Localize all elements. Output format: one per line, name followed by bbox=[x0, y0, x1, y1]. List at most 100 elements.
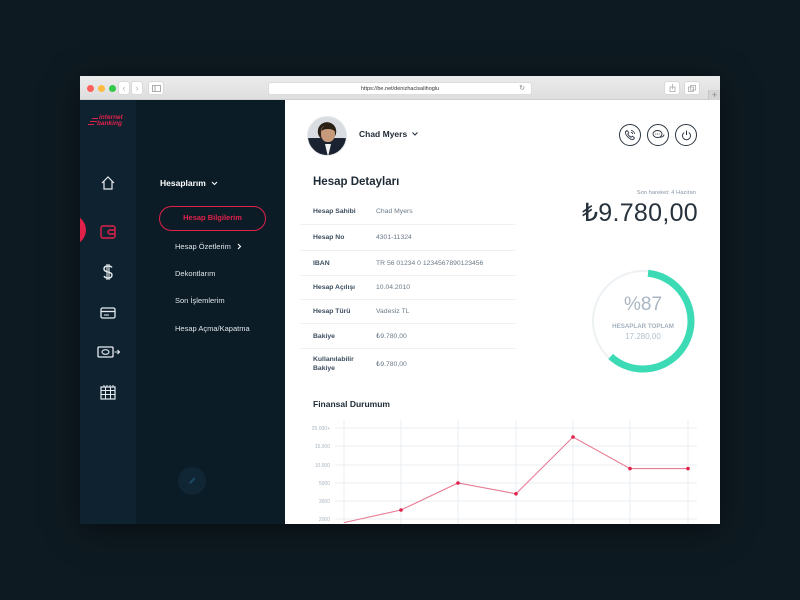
share-button[interactable] bbox=[664, 81, 680, 95]
donut-ring bbox=[591, 269, 695, 373]
detail-label: Bakiye bbox=[313, 332, 335, 340]
tabs-icon bbox=[688, 84, 696, 92]
address-bar[interactable]: https://be.net/denizhacisalihoglu ↻ bbox=[268, 82, 532, 95]
donut-percent: %87 bbox=[623, 294, 663, 315]
balance-amount: ₺9.780,00 bbox=[582, 199, 698, 227]
close-window-button[interactable] bbox=[87, 85, 94, 92]
donut-label: HESAPLAR TOPLAM bbox=[612, 323, 674, 330]
share-icon bbox=[669, 84, 675, 92]
submenu-item-hesap-acma-kapatma[interactable]: Hesap Açma/Kapatma bbox=[175, 324, 250, 333]
donut-total: 17.280,00 bbox=[625, 332, 661, 341]
data-point[interactable] bbox=[514, 492, 518, 496]
detail-value: Chad Myers bbox=[376, 207, 413, 215]
y-tick-label: 25.000+ bbox=[312, 426, 330, 432]
back-button[interactable]: ‹ bbox=[118, 81, 130, 95]
detail-value: ₺9.780,00 bbox=[376, 333, 407, 340]
detail-value: TR 56 01234 0 1234567890123456 bbox=[376, 259, 484, 267]
chat-icon bbox=[652, 130, 664, 138]
detail-row: Hesap No 4301-11324 bbox=[300, 225, 515, 251]
detail-value: ₺9.780,00 bbox=[376, 360, 407, 368]
submenu: Hesaplarım Hesap Bilgilerim Hesap Özetle… bbox=[136, 100, 285, 524]
y-tick-label: 2000 bbox=[319, 517, 330, 523]
detail-value: 10.04.2010 bbox=[376, 284, 411, 291]
user-menu[interactable]: Chad Myers bbox=[359, 129, 419, 139]
reload-icon[interactable]: ↻ bbox=[519, 85, 525, 92]
logo[interactable]: internet banking bbox=[88, 114, 134, 133]
money-transfer-icon bbox=[97, 346, 121, 358]
icon-rail: internet banking bbox=[80, 100, 136, 524]
new-tab-button[interactable]: + bbox=[708, 90, 720, 101]
data-point[interactable] bbox=[628, 466, 632, 471]
y-tick-label: 10.000 bbox=[315, 463, 331, 469]
phone-icon bbox=[624, 129, 636, 141]
logo-line1: internet bbox=[99, 114, 123, 121]
last-transaction-date: Son hareket: 4 Haziran bbox=[636, 190, 696, 196]
chevron-down-icon bbox=[412, 132, 419, 136]
tabs-button[interactable] bbox=[684, 81, 700, 95]
detail-row: Hesap Açılışı 10.04.2010 bbox=[300, 276, 515, 300]
submenu-heading-label: Hesaplarım bbox=[160, 178, 206, 188]
accounts-total-donut: %87 HESAPLAR TOPLAM 17.280,00 bbox=[588, 266, 698, 376]
chevron-down-icon bbox=[211, 181, 218, 185]
data-point[interactable] bbox=[571, 435, 575, 439]
logo-line2: banking bbox=[97, 120, 122, 127]
chevron-right-icon bbox=[237, 243, 242, 250]
power-icon bbox=[681, 130, 691, 140]
rail-item-cards[interactable] bbox=[98, 303, 118, 323]
call-button[interactable] bbox=[619, 124, 641, 146]
submenu-item-hesap-bilgilerim[interactable]: Hesap Bilgilerim bbox=[159, 206, 266, 231]
edit-button[interactable] bbox=[178, 467, 206, 495]
forward-button[interactable]: › bbox=[131, 81, 143, 95]
chart-title: Finansal Durumum bbox=[313, 399, 390, 409]
rail-item-home[interactable] bbox=[98, 173, 118, 193]
detail-value: 4301-11324 bbox=[376, 234, 412, 241]
submenu-item-label: Hesap Özetlerim bbox=[175, 242, 231, 251]
browser-toolbar: ‹ › https://be.net/denizhacisalihoglu ↻ … bbox=[80, 76, 720, 101]
y-tick-label: 5000 bbox=[319, 481, 330, 487]
submenu-item-hesap-ozetlerim[interactable]: Hesap Özetlerim bbox=[175, 242, 242, 251]
rail-item-transfers[interactable] bbox=[96, 342, 122, 362]
detail-value: Vadesiz TL bbox=[376, 308, 410, 315]
maximize-window-button[interactable] bbox=[109, 85, 116, 92]
submenu-heading[interactable]: Hesaplarım bbox=[160, 178, 218, 188]
main-content: Chad Myers Hesap Detayları Hesap Sahibi C… bbox=[285, 100, 720, 524]
user-name: Chad Myers bbox=[359, 129, 408, 139]
chat-button[interactable] bbox=[647, 124, 669, 146]
rail-item-accounts[interactable] bbox=[98, 222, 118, 242]
sidebar-icon bbox=[151, 84, 161, 92]
detail-label: Hesap Türü bbox=[313, 308, 351, 315]
home-icon bbox=[101, 176, 115, 190]
sidebar-toggle-button[interactable] bbox=[148, 81, 164, 95]
rail-item-calendar[interactable] bbox=[98, 382, 118, 402]
submenu-item-son-islemlerim[interactable]: Son İşlemlerim bbox=[175, 296, 225, 305]
calendar-icon bbox=[100, 385, 116, 400]
wallet-icon bbox=[100, 225, 116, 239]
pencil-icon bbox=[189, 477, 196, 484]
url-text: https://be.net/denizhacisalihoglu bbox=[360, 86, 440, 92]
financial-line-chart: 25.000+ 15.000 10.000 5000 3000 2000 bbox=[312, 420, 697, 524]
section-title: Hesap Detayları bbox=[313, 176, 400, 188]
detail-label: Hesap Sahibi bbox=[313, 207, 356, 215]
submenu-item-label: Dekontlarım bbox=[175, 269, 216, 278]
rail-item-payments[interactable] bbox=[98, 262, 118, 282]
data-point[interactable] bbox=[456, 481, 460, 485]
submenu-item-dekontlarim[interactable]: Dekontlarım bbox=[175, 269, 215, 278]
detail-label: IBAN bbox=[313, 259, 330, 267]
detail-row: Hesap Türü Vadesiz TL bbox=[300, 300, 515, 324]
data-point[interactable] bbox=[686, 466, 690, 471]
submenu-item-label: Son İşlemlerim bbox=[175, 296, 225, 305]
detail-row: Hesap Sahibi Chad Myers bbox=[300, 198, 515, 225]
account-details-table: Hesap Sahibi Chad Myers Hesap No 4301-1132… bbox=[300, 198, 515, 378]
card-icon bbox=[100, 307, 116, 319]
detail-label: Hesap Açılışı bbox=[313, 284, 356, 291]
logout-button[interactable] bbox=[675, 124, 697, 146]
detail-row: Bakiye ₺9.780,00 bbox=[300, 324, 515, 349]
browser-window: ‹ › https://be.net/denizhacisalihoglu ↻ … bbox=[80, 76, 720, 524]
minimize-window-button[interactable] bbox=[98, 85, 105, 92]
avatar[interactable] bbox=[307, 116, 347, 156]
data-point[interactable] bbox=[399, 508, 403, 512]
detail-label: Hesap No bbox=[313, 234, 345, 241]
detail-row: Kullanılabilir Bakiye ₺9.780,00 bbox=[300, 349, 515, 378]
detail-label: Kullanılabilir Bakiye bbox=[313, 355, 354, 372]
detail-row: IBAN TR 56 01234 0 1234567890123456 bbox=[300, 251, 515, 276]
